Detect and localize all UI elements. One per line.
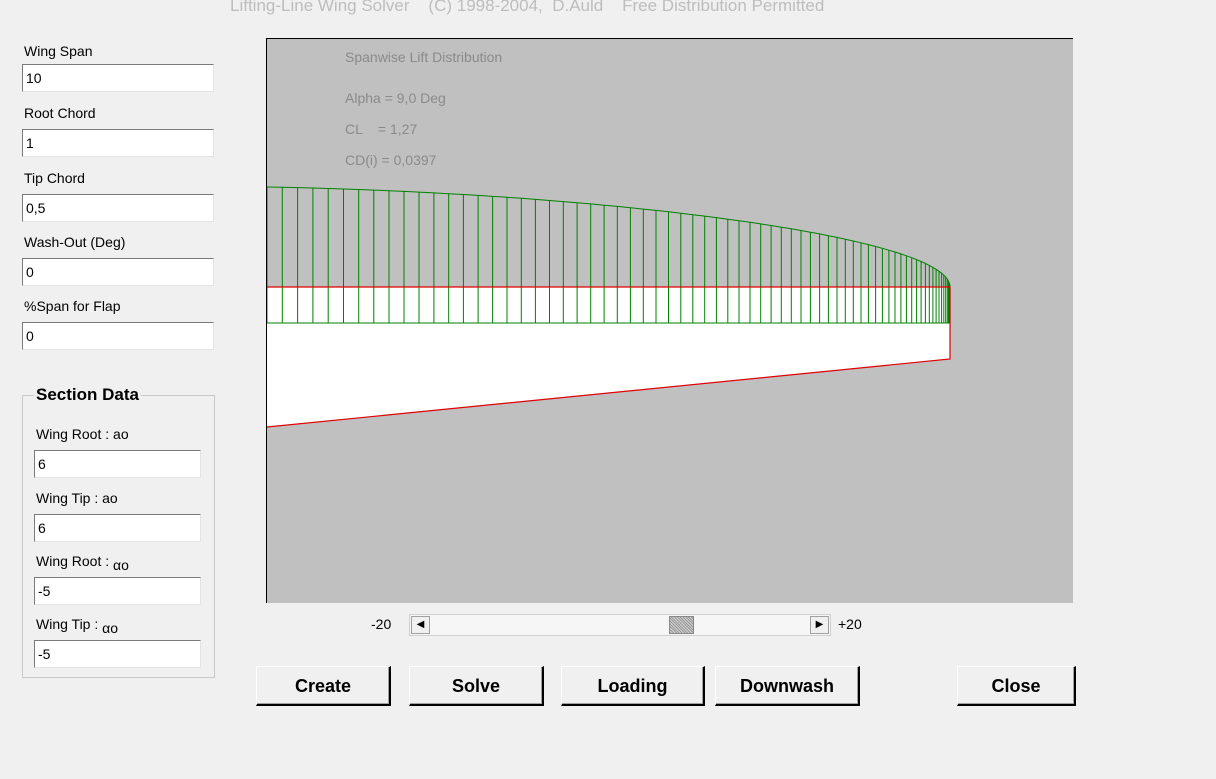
cl-readout: CL = 1,27: [345, 121, 418, 137]
wing-outline: [267, 286, 951, 428]
alpha0-symbol: αo: [113, 557, 129, 573]
root-alpha0-label: Wing Root : αo: [36, 553, 129, 573]
wing-planform: [267, 287, 950, 427]
plot-title: Spanwise Lift Distribution: [345, 49, 503, 65]
slider-max-label: +20: [838, 616, 862, 632]
root-chord-label: Root Chord: [24, 105, 96, 121]
lift-distribution-canvas: [267, 186, 951, 428]
root-alpha0-label-text: Wing Root :: [36, 553, 114, 569]
tip-ao-input[interactable]: [34, 514, 201, 542]
flap-span-label: %Span for Flap: [24, 298, 121, 314]
window-title: Lifting-Line Wing Solver (C) 1998-2004, …: [230, 0, 825, 15]
section-data-title: Section Data: [34, 385, 141, 405]
tip-chord-input[interactable]: [22, 194, 214, 222]
lift-distribution-plot: Spanwise Lift Distribution Alpha = 9,0 D…: [266, 38, 1073, 603]
flap-span-input[interactable]: [22, 322, 214, 350]
scroll-right-button[interactable]: ▶: [810, 616, 829, 634]
lift-bars: [267, 187, 951, 324]
wing-span-label: Wing Span: [24, 43, 93, 59]
create-button[interactable]: Create: [256, 666, 391, 706]
root-ao-label: Wing Root : ao: [36, 426, 129, 442]
tip-alpha0-input[interactable]: [34, 640, 201, 668]
tip-ao-label: Wing Tip : ao: [36, 490, 118, 506]
wing-span-input[interactable]: [22, 64, 214, 92]
tip-alpha0-label-text: Wing Tip :: [36, 616, 103, 632]
lift-curve: [267, 186, 951, 288]
slider-min-label: -20: [371, 616, 392, 632]
scroll-left-button[interactable]: ◀: [411, 616, 430, 634]
alpha0-symbol: αo: [102, 620, 119, 636]
root-alpha0-input[interactable]: [34, 577, 201, 605]
close-button[interactable]: Close: [957, 666, 1076, 706]
washout-input[interactable]: [22, 258, 214, 286]
loading-button[interactable]: Loading: [561, 666, 705, 706]
alpha-scrollbar[interactable]: ◀ ▶: [409, 614, 831, 636]
washout-label: Wash-Out (Deg): [24, 234, 126, 250]
alpha-readout: Alpha = 9,0 Deg: [345, 90, 446, 106]
scroll-thumb[interactable]: [669, 616, 695, 634]
root-chord-input[interactable]: [22, 129, 214, 157]
tip-alpha0-label: Wing Tip : αo: [36, 616, 118, 636]
cdi-readout: CD(i) = 0,0397: [345, 152, 437, 168]
solve-button[interactable]: Solve: [409, 666, 544, 706]
downwash-button[interactable]: Downwash: [715, 666, 860, 706]
root-ao-input[interactable]: [34, 450, 201, 478]
tip-chord-label: Tip Chord: [24, 170, 85, 186]
